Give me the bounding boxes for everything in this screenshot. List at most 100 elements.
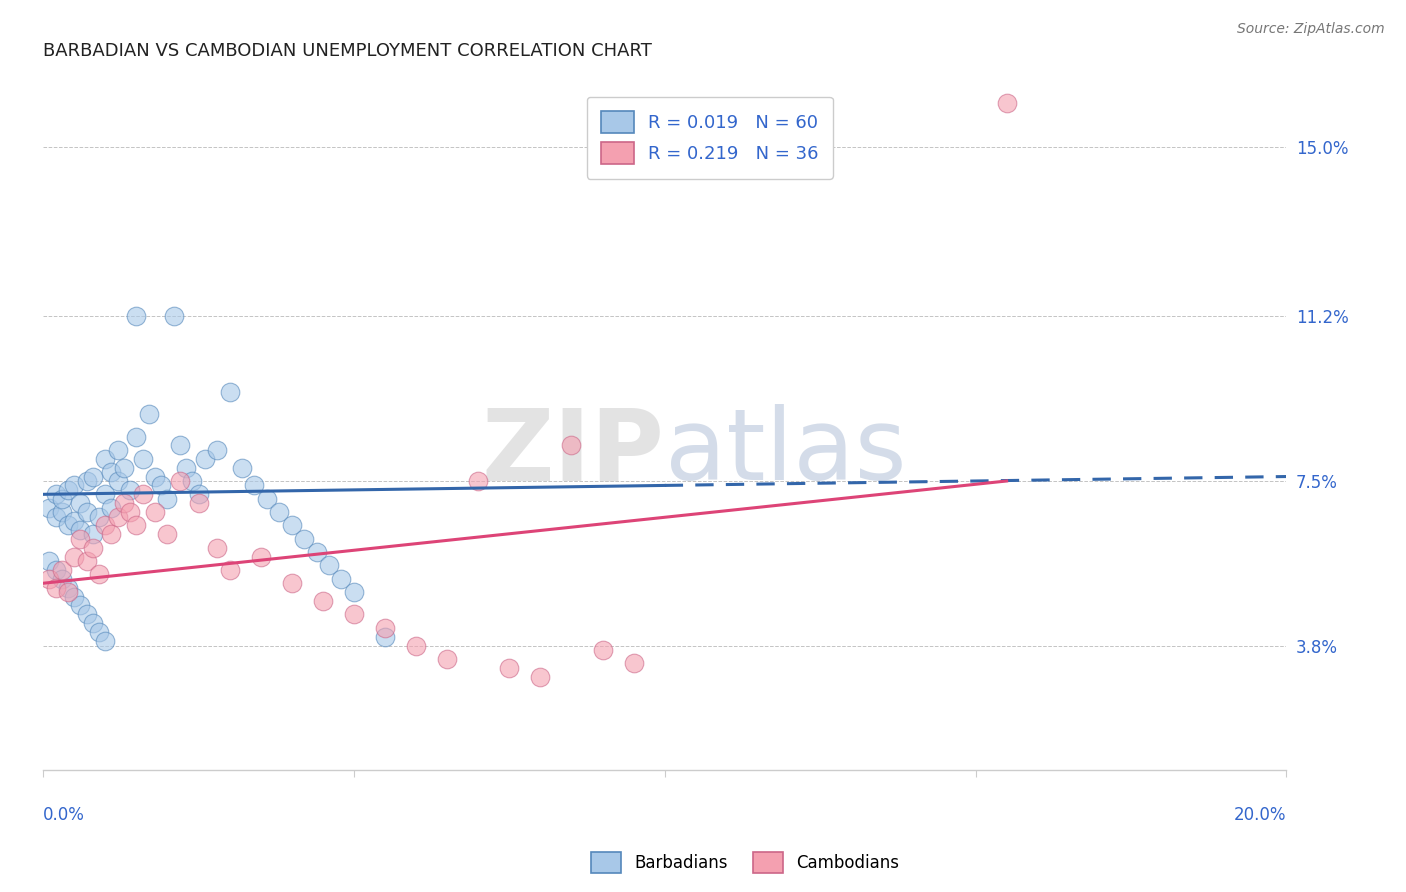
- Point: [156, 527, 179, 541]
- Point: [56, 483, 79, 497]
- Point: [51, 505, 73, 519]
- Point: [194, 451, 217, 466]
- Point: [138, 407, 160, 421]
- Point: [374, 630, 396, 644]
- Point: [174, 460, 197, 475]
- Point: [45, 487, 67, 501]
- Point: [87, 509, 110, 524]
- Text: ZIP: ZIP: [482, 404, 665, 501]
- Point: [592, 643, 614, 657]
- Point: [56, 585, 79, 599]
- Point: [76, 505, 98, 519]
- Point: [51, 491, 73, 506]
- Point: [94, 451, 117, 466]
- Point: [76, 607, 98, 622]
- Point: [51, 572, 73, 586]
- Point: [45, 509, 67, 524]
- Point: [120, 505, 142, 519]
- Point: [38, 554, 60, 568]
- Point: [87, 625, 110, 640]
- Text: BARBADIAN VS CAMBODIAN UNEMPLOYMENT CORRELATION CHART: BARBADIAN VS CAMBODIAN UNEMPLOYMENT CORR…: [44, 42, 652, 60]
- Point: [150, 478, 173, 492]
- Point: [405, 639, 427, 653]
- Point: [125, 518, 148, 533]
- Point: [82, 541, 104, 555]
- Point: [38, 572, 60, 586]
- Point: [231, 460, 253, 475]
- Point: [112, 496, 135, 510]
- Point: [269, 505, 291, 519]
- Point: [94, 487, 117, 501]
- Point: [120, 483, 142, 497]
- Point: [312, 594, 335, 608]
- Point: [69, 599, 91, 613]
- Point: [243, 478, 266, 492]
- Point: [256, 491, 278, 506]
- Point: [69, 523, 91, 537]
- Legend: R = 0.019   N = 60, R = 0.219   N = 36: R = 0.019 N = 60, R = 0.219 N = 36: [586, 96, 834, 178]
- Point: [87, 567, 110, 582]
- Point: [100, 527, 122, 541]
- Point: [169, 474, 191, 488]
- Point: [249, 549, 271, 564]
- Point: [82, 469, 104, 483]
- Point: [69, 532, 91, 546]
- Point: [63, 549, 86, 564]
- Point: [107, 509, 129, 524]
- Point: [51, 563, 73, 577]
- Point: [343, 607, 366, 622]
- Point: [100, 500, 122, 515]
- Point: [45, 581, 67, 595]
- Point: [330, 572, 353, 586]
- Point: [94, 634, 117, 648]
- Point: [125, 429, 148, 443]
- Point: [205, 541, 228, 555]
- Point: [374, 621, 396, 635]
- Point: [218, 563, 240, 577]
- Point: [82, 616, 104, 631]
- Point: [498, 661, 520, 675]
- Point: [181, 474, 204, 488]
- Point: [63, 514, 86, 528]
- Point: [100, 465, 122, 479]
- Point: [560, 438, 582, 452]
- Point: [63, 478, 86, 492]
- Point: [218, 385, 240, 400]
- Point: [343, 585, 366, 599]
- Point: [82, 527, 104, 541]
- Point: [143, 505, 166, 519]
- Point: [76, 474, 98, 488]
- Point: [205, 442, 228, 457]
- Point: [529, 670, 551, 684]
- Point: [38, 500, 60, 515]
- Point: [318, 558, 340, 573]
- Point: [187, 496, 209, 510]
- Legend: Barbadians, Cambodians: Barbadians, Cambodians: [585, 846, 905, 880]
- Point: [305, 545, 328, 559]
- Point: [63, 590, 86, 604]
- Point: [94, 518, 117, 533]
- Text: atlas: atlas: [665, 404, 907, 501]
- Text: 20.0%: 20.0%: [1234, 805, 1286, 823]
- Point: [187, 487, 209, 501]
- Point: [281, 576, 304, 591]
- Point: [281, 518, 304, 533]
- Point: [125, 310, 148, 324]
- Point: [623, 657, 645, 671]
- Point: [163, 310, 186, 324]
- Point: [131, 451, 153, 466]
- Point: [45, 563, 67, 577]
- Point: [56, 518, 79, 533]
- Point: [995, 95, 1018, 110]
- Point: [169, 438, 191, 452]
- Point: [292, 532, 315, 546]
- Point: [69, 496, 91, 510]
- Point: [436, 652, 458, 666]
- Text: Source: ZipAtlas.com: Source: ZipAtlas.com: [1237, 22, 1385, 37]
- Text: 0.0%: 0.0%: [44, 805, 84, 823]
- Point: [112, 460, 135, 475]
- Point: [76, 554, 98, 568]
- Point: [143, 469, 166, 483]
- Point: [156, 491, 179, 506]
- Point: [131, 487, 153, 501]
